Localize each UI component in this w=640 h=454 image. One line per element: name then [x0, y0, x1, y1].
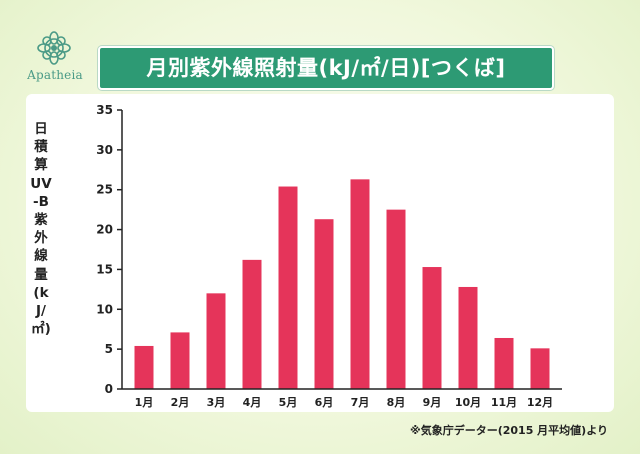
bar — [386, 209, 406, 389]
y-tick-label: 30 — [96, 143, 113, 157]
y-tick-label: 35 — [96, 103, 113, 117]
bar — [458, 286, 478, 389]
x-tick-label: 3月 — [207, 396, 226, 409]
x-tick-label: 1月 — [135, 396, 154, 409]
x-tick-label: 9月 — [423, 396, 442, 409]
y-tick-label: 0 — [105, 382, 113, 396]
y-tick-label: 5 — [105, 342, 113, 356]
bar — [278, 186, 298, 389]
y-tick-label: 25 — [96, 183, 113, 197]
bar — [314, 219, 334, 389]
y-ticks: 0 5 10 15 20 25 30 35 — [96, 103, 122, 396]
bar — [530, 348, 550, 389]
x-tick-label: 4月 — [243, 396, 262, 409]
bar — [494, 337, 514, 389]
x-tick-label: 2月 — [171, 396, 190, 409]
x-tick-label: 6月 — [315, 396, 334, 409]
bar — [242, 259, 262, 389]
brand-logo — [28, 30, 80, 82]
bar — [206, 293, 226, 389]
bar — [422, 267, 442, 389]
x-tick-labels: 1月 2月 3月 4月 5月 6月 7月 8月 9月 10月 11月 12月 — [135, 396, 553, 409]
chart-title: 月別紫外線照射量(kJ/㎡/日)[つくば] — [98, 46, 554, 90]
x-tick-label: 8月 — [387, 396, 406, 409]
brand-name: Apatheia — [27, 68, 83, 82]
bars — [134, 179, 550, 389]
x-tick-label: 10月 — [455, 396, 481, 409]
y-tick-label: 10 — [96, 302, 113, 316]
x-tick-label: 11月 — [491, 396, 517, 409]
y-axis-label: 日積算UV‐B紫外線量(kJ/㎡) — [30, 121, 52, 338]
x-tick-label: 7月 — [351, 396, 370, 409]
bar — [170, 332, 190, 389]
y-tick-label: 20 — [96, 223, 113, 237]
x-tick-label: 12月 — [527, 396, 553, 409]
source-footnote: ※気象庁データー(2015 月平均値)より — [410, 424, 608, 437]
ornamental-flower-icon — [37, 31, 71, 65]
y-tick-label: 15 — [96, 262, 113, 276]
x-tick-label: 5月 — [279, 396, 298, 409]
bar — [134, 345, 154, 389]
bar — [350, 179, 370, 389]
